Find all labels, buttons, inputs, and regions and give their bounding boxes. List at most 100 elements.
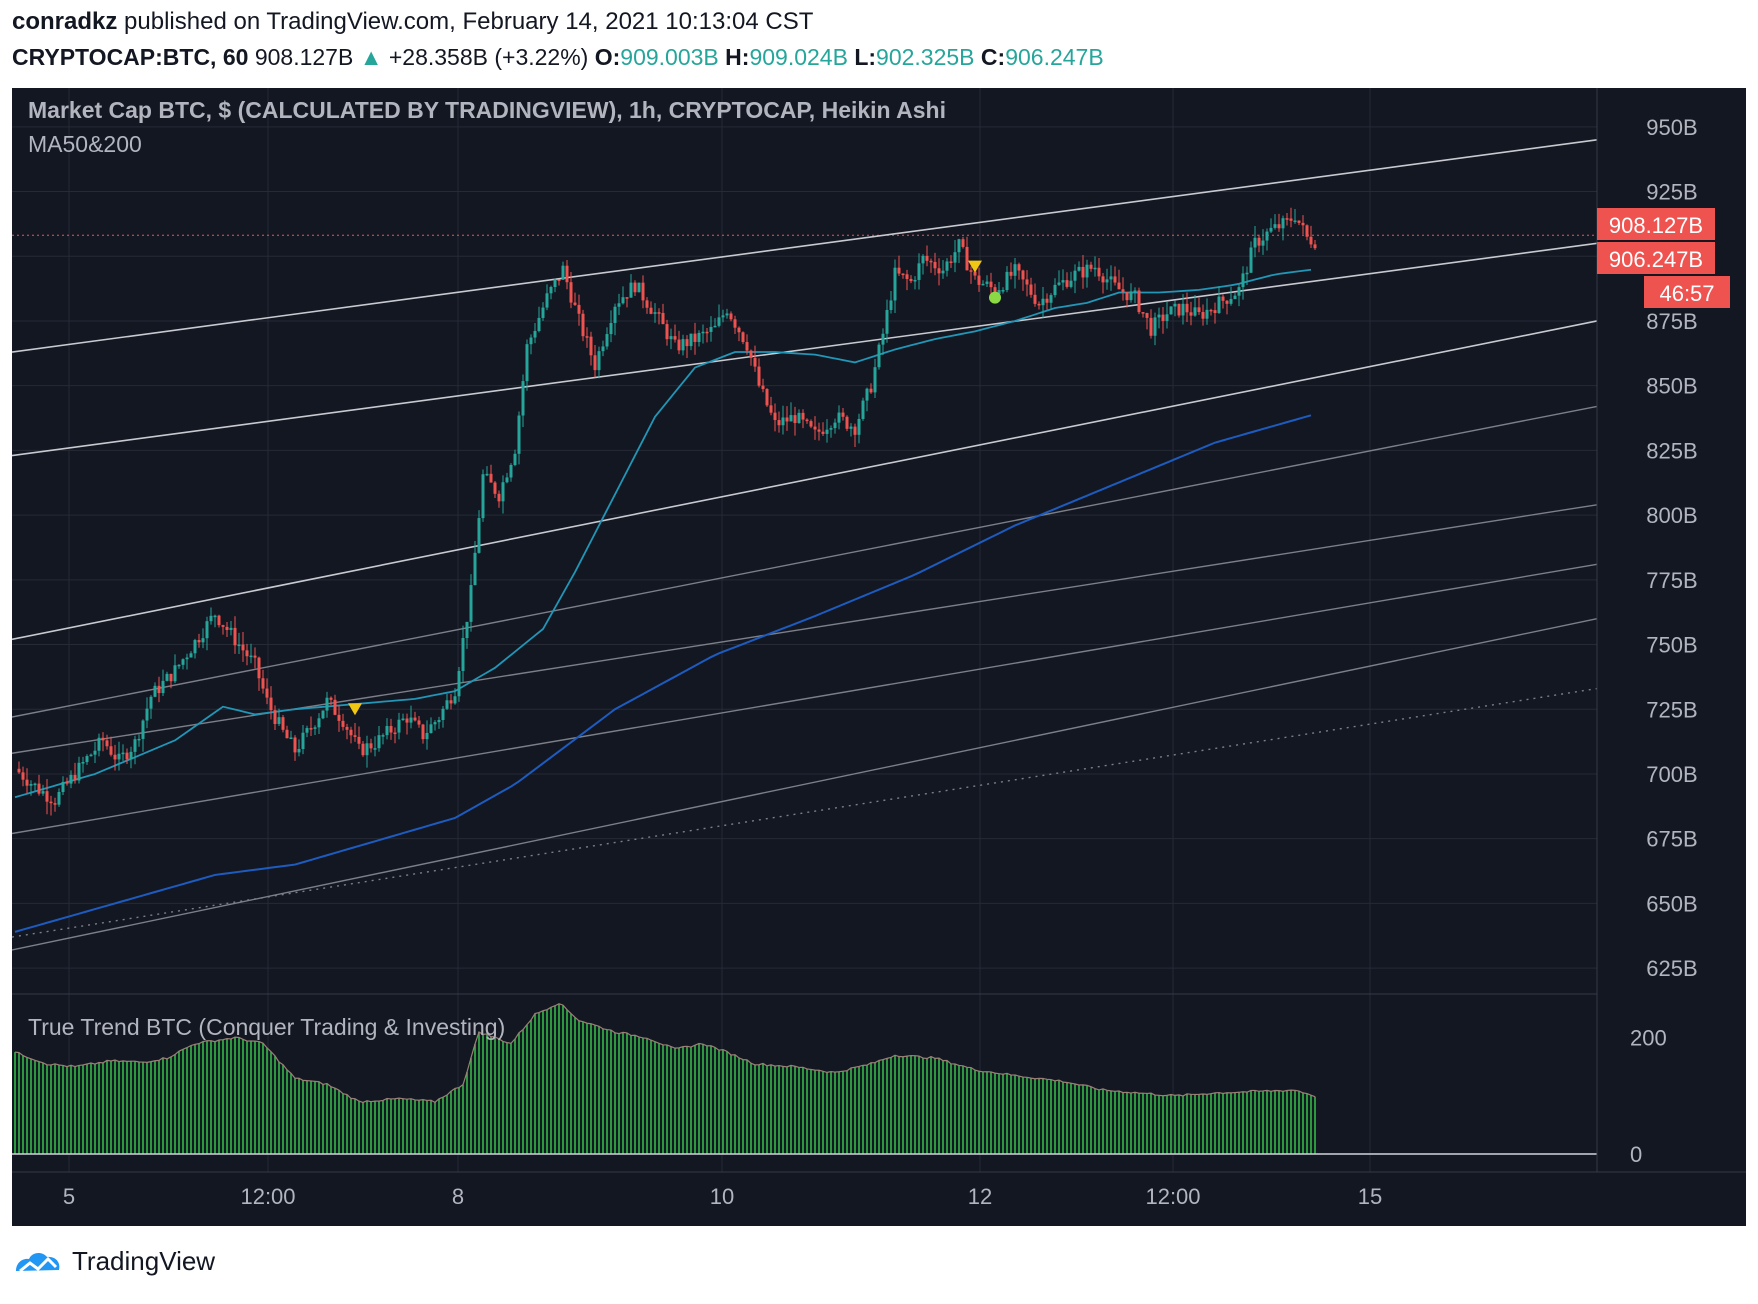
- candle-body: [17, 768, 21, 773]
- y-tick-label: 625B: [1646, 956, 1697, 981]
- brand-name: TradingView: [72, 1246, 216, 1276]
- y-tick-label: 700B: [1646, 762, 1697, 787]
- candle-body: [389, 726, 393, 733]
- candle-body: [193, 640, 197, 654]
- candle-body: [117, 753, 121, 760]
- candle-body: [169, 673, 173, 682]
- candle-body: [373, 748, 377, 750]
- time-axis[interactable]: 5 12:00 8 10 12 12:00 15: [63, 1184, 1382, 1209]
- candle-body: [93, 750, 97, 755]
- candle-body: [1265, 231, 1269, 241]
- candle-body: [1221, 296, 1225, 301]
- candle-body: [69, 774, 73, 784]
- candle-body: [333, 699, 337, 715]
- channel-line: [12, 320, 1598, 641]
- candle-body: [1025, 279, 1029, 285]
- chart-panel[interactable]: 950B925B900B875B850B825B800B775B750B725B…: [12, 88, 1746, 1226]
- candle-body: [329, 697, 333, 700]
- last-price: 908.127B: [254, 44, 354, 70]
- ma200-line: [14, 414, 1312, 933]
- candle-body: [813, 426, 817, 430]
- candle-body: [277, 717, 281, 724]
- candle-body: [633, 282, 637, 293]
- y-tick-label: 825B: [1646, 438, 1697, 463]
- candle-body: [605, 334, 609, 347]
- candle-body: [485, 473, 489, 476]
- candle-body: [481, 474, 485, 519]
- candle-body: [941, 270, 945, 274]
- candle-body: [1141, 312, 1145, 314]
- candle-body: [829, 428, 833, 430]
- candle-body: [773, 412, 777, 421]
- candle-body: [893, 267, 897, 301]
- candle-body: [41, 791, 45, 794]
- candle-body: [1177, 303, 1181, 316]
- candle-body: [73, 774, 77, 781]
- y-tick-label: 925B: [1646, 180, 1697, 205]
- candle-body: [77, 762, 81, 781]
- candle-body: [609, 322, 613, 335]
- high-label: H:: [725, 44, 750, 70]
- candle-body: [641, 282, 645, 301]
- candle-body: [61, 781, 65, 793]
- grid: [12, 88, 1597, 1172]
- candle-body: [1137, 290, 1141, 313]
- candle-body: [221, 625, 225, 627]
- candle-body: [505, 477, 509, 483]
- symbol-name: CRYPTOCAP:BTC, 60: [12, 44, 249, 70]
- candle-body: [949, 261, 953, 263]
- candle-body: [681, 339, 685, 351]
- candle-body: [497, 493, 501, 502]
- candle-body: [261, 678, 265, 689]
- candle-body: [625, 297, 629, 299]
- candle-body: [293, 737, 297, 753]
- candle-body: [133, 739, 137, 752]
- candle-body: [401, 718, 405, 721]
- footer-brand[interactable]: TradingView: [12, 1246, 215, 1277]
- candle-body: [1161, 314, 1165, 321]
- candle-body: [125, 752, 129, 760]
- candle-body: [257, 657, 261, 679]
- candle-body: [1157, 314, 1161, 318]
- candle-body: [245, 650, 249, 657]
- candle-body: [637, 282, 641, 293]
- candle-body: [833, 422, 837, 429]
- candle-body: [1181, 303, 1185, 316]
- candle-body: [1313, 244, 1317, 249]
- candle-body: [37, 783, 41, 794]
- candle-body: [789, 415, 793, 422]
- candle-body: [1101, 276, 1105, 283]
- candle-body: [465, 621, 469, 639]
- candle-body: [1229, 299, 1233, 304]
- svg-text:908.127B: 908.127B: [1609, 213, 1703, 238]
- candle-body: [677, 339, 681, 351]
- candle-body: [445, 700, 449, 709]
- candle-body: [217, 615, 221, 626]
- candle-body: [469, 585, 473, 622]
- candle-body: [253, 655, 257, 658]
- candle-body: [1201, 312, 1205, 319]
- candle-body: [81, 762, 85, 764]
- candle-body: [841, 412, 845, 417]
- candle-body: [33, 783, 37, 786]
- y-tick-label: 850B: [1646, 374, 1697, 399]
- countdown-tag: 46:57: [1644, 276, 1730, 308]
- candle-body: [693, 333, 697, 342]
- candle-body: [545, 293, 549, 308]
- candle-body: [741, 332, 745, 343]
- candle-body: [685, 339, 689, 347]
- candle-body: [381, 735, 385, 737]
- candle-body: [397, 719, 401, 733]
- candle-body: [565, 265, 569, 283]
- candle-body: [1293, 220, 1297, 223]
- candle-body: [1213, 310, 1217, 314]
- channel-lines: [12, 138, 1598, 951]
- candle-body: [285, 729, 289, 739]
- candle-body: [265, 688, 269, 698]
- candle-body: [21, 772, 25, 780]
- candle-body: [961, 239, 965, 247]
- author-name[interactable]: conradkz: [12, 8, 118, 35]
- indicator-label: MA50&200: [28, 131, 142, 157]
- candle-body: [769, 405, 773, 413]
- candle-body: [461, 638, 465, 671]
